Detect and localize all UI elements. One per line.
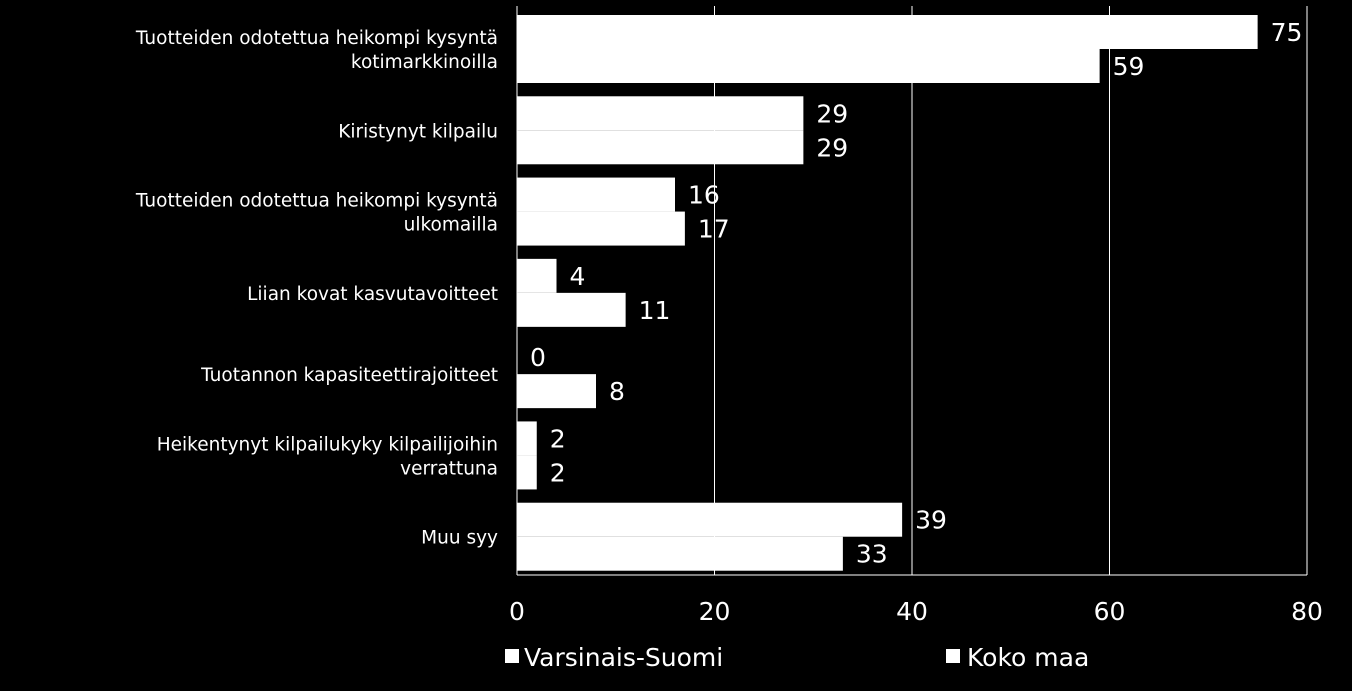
value-label-varsinais-suomi-5: 2 — [550, 424, 566, 453]
value-label-koko-maa-2: 17 — [698, 215, 730, 244]
bar-varsinais-suomi-0 — [517, 15, 1258, 49]
legend-label: Koko maa — [967, 643, 1089, 672]
bar-koko-maa-6 — [517, 536, 843, 571]
bar-varsinais-suomi-1 — [517, 96, 804, 131]
category-label-line: Tuotteiden odotettua heikompi kysyntä — [135, 28, 498, 49]
gridlines — [714, 6, 1308, 575]
category-label-line: Kiristynyt kilpailu — [338, 121, 498, 142]
value-label-varsinais-suomi-2: 16 — [688, 181, 720, 210]
bar-koko-maa-4 — [517, 374, 596, 409]
category-label-4: Tuotannon kapasiteettirajoitteet — [200, 365, 498, 386]
value-label-varsinais-suomi-0: 75 — [1271, 18, 1303, 47]
category-label-6: Muu syy — [421, 528, 498, 549]
value-label-koko-maa-0: 59 — [1113, 52, 1145, 81]
bar-varsinais-suomi-5 — [517, 421, 537, 456]
category-label-line: kotimarkkinoilla — [351, 52, 498, 73]
category-label-2: Tuotteiden odotettua heikompi kysyntä ulk… — [135, 191, 498, 236]
x-tick-label-20: 20 — [699, 597, 731, 626]
x-tick-label-0: 0 — [509, 597, 525, 626]
value-label-koko-maa-4: 8 — [609, 377, 625, 406]
bar-koko-maa-2 — [517, 211, 685, 246]
category-label-line: Liian kovat kasvutavoitteet — [247, 284, 498, 305]
category-label-5: Heikentynyt kilpailukyky kilpailijoihin v… — [157, 434, 498, 479]
legend-swatch — [505, 649, 519, 663]
category-label-1: Kiristynyt kilpailu — [338, 121, 498, 142]
bar-koko-maa-1 — [517, 130, 804, 165]
value-label-koko-maa-5: 2 — [550, 458, 566, 487]
x-tick-label-60: 60 — [1094, 597, 1126, 626]
labels: 75 59 Tuotteiden odotettua heikompi kysynt… — [135, 18, 1303, 569]
bar-koko-maa-3 — [517, 292, 626, 327]
category-label-line: Heikentynyt kilpailukyky kilpailijoihin — [157, 434, 498, 455]
value-label-koko-maa-6: 33 — [856, 540, 888, 569]
axes: 0 20 40 60 80 — [509, 6, 1323, 626]
bar-varsinais-suomi-2 — [517, 177, 675, 212]
category-label-line: verrattuna — [400, 458, 498, 479]
bar-varsinais-suomi-6 — [517, 502, 903, 537]
bar-koko-maa-0 — [517, 49, 1100, 83]
category-label-line: ulkomailla — [404, 215, 498, 236]
value-label-varsinais-suomi-3: 4 — [570, 262, 586, 291]
legend-swatch — [946, 649, 960, 663]
legend-item-koko-maa: Koko maa — [946, 643, 1089, 672]
legend-label: Varsinais-Suomi — [524, 643, 723, 672]
bar-varsinais-suomi-3 — [517, 258, 557, 293]
value-label-varsinais-suomi-6: 39 — [915, 506, 947, 535]
value-label-varsinais-suomi-4: 0 — [530, 343, 546, 372]
category-label-line: Tuotannon kapasiteettirajoitteet — [200, 365, 498, 386]
category-label-line: Muu syy — [421, 528, 498, 549]
bars — [517, 15, 1258, 571]
legend: Varsinais-Suomi Koko maa — [505, 643, 1089, 672]
legend-item-varsinais-suomi: Varsinais-Suomi — [505, 643, 723, 672]
value-label-koko-maa-1: 29 — [816, 133, 848, 162]
x-tick-label-40: 40 — [896, 597, 928, 626]
value-label-varsinais-suomi-1: 29 — [816, 99, 848, 128]
category-label-3: Liian kovat kasvutavoitteet — [247, 284, 498, 305]
value-label-koko-maa-3: 11 — [639, 296, 671, 325]
category-label-0: Tuotteiden odotettua heikompi kysyntä kot… — [135, 28, 498, 73]
category-label-line: Tuotteiden odotettua heikompi kysyntä — [135, 191, 498, 212]
bar-koko-maa-5 — [517, 455, 537, 490]
x-tick-label-80: 80 — [1291, 597, 1323, 626]
